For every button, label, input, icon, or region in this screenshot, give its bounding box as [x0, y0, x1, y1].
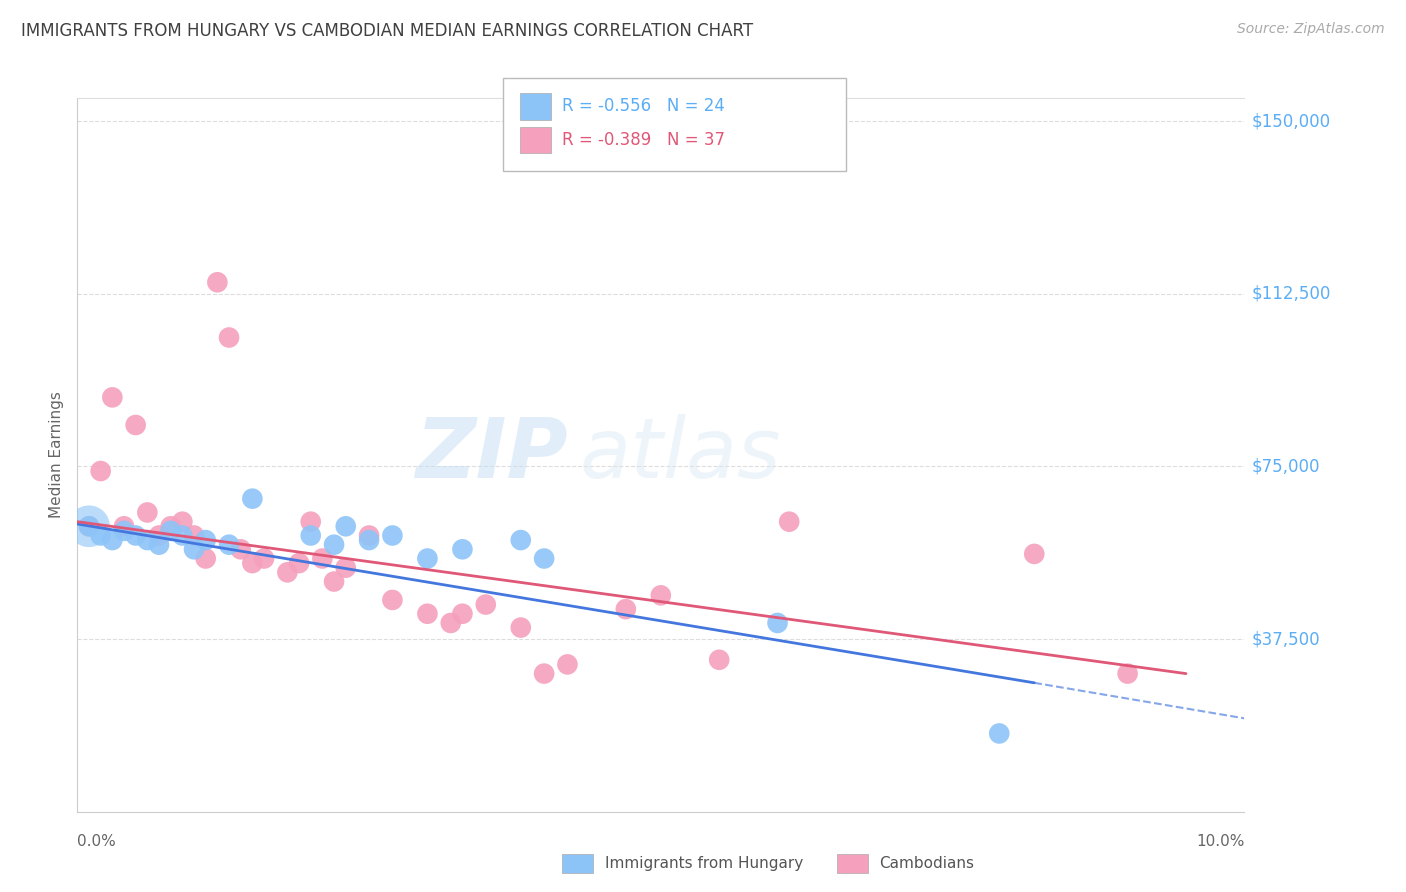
Point: [240, 556, 263, 570]
Point: [357, 528, 380, 542]
Point: [183, 542, 205, 557]
Text: R = -0.389   N = 37: R = -0.389 N = 37: [562, 131, 725, 149]
Point: [323, 538, 346, 552]
Point: [77, 519, 100, 533]
Point: [77, 519, 100, 533]
Text: atlas: atlas: [579, 415, 780, 495]
Y-axis label: Median Earnings: Median Earnings: [49, 392, 65, 518]
Text: R = -0.556   N = 24: R = -0.556 N = 24: [562, 97, 725, 115]
Point: [207, 275, 229, 289]
Point: [124, 528, 148, 542]
Point: [229, 542, 252, 557]
Point: [709, 653, 731, 667]
Point: [451, 542, 474, 557]
Point: [148, 528, 170, 542]
Point: [778, 515, 800, 529]
Point: [253, 551, 276, 566]
Point: [112, 519, 135, 533]
Point: [650, 588, 672, 602]
Text: Cambodians: Cambodians: [879, 856, 974, 871]
Point: [1116, 666, 1139, 681]
Text: IMMIGRANTS FROM HUNGARY VS CAMBODIAN MEDIAN EARNINGS CORRELATION CHART: IMMIGRANTS FROM HUNGARY VS CAMBODIAN MED…: [21, 22, 754, 40]
Text: $75,000: $75,000: [1251, 458, 1320, 475]
Point: [240, 491, 263, 506]
Point: [136, 533, 159, 547]
Point: [451, 607, 474, 621]
Point: [288, 556, 311, 570]
Point: [101, 533, 124, 547]
Point: [614, 602, 637, 616]
Point: [159, 519, 181, 533]
Point: [335, 560, 357, 574]
Point: [159, 524, 181, 538]
Point: [183, 528, 205, 542]
Point: [416, 607, 439, 621]
Point: [90, 464, 112, 478]
Point: [323, 574, 346, 589]
Point: [194, 551, 217, 566]
Point: [557, 657, 579, 672]
Point: [381, 528, 404, 542]
Point: [218, 538, 240, 552]
Point: [509, 533, 531, 547]
Point: [299, 515, 322, 529]
Point: [218, 330, 240, 344]
Text: Immigrants from Hungary: Immigrants from Hungary: [605, 856, 803, 871]
Point: [276, 566, 298, 580]
Point: [1024, 547, 1046, 561]
Point: [475, 598, 498, 612]
Text: $112,500: $112,500: [1251, 285, 1330, 302]
Point: [988, 726, 1011, 740]
Point: [90, 528, 112, 542]
Point: [148, 538, 170, 552]
Point: [136, 506, 159, 520]
Point: [766, 615, 789, 630]
Point: [124, 417, 148, 432]
Point: [311, 551, 333, 566]
Point: [533, 666, 555, 681]
Point: [335, 519, 357, 533]
Text: ZIP: ZIP: [415, 415, 568, 495]
Point: [101, 390, 124, 404]
Point: [77, 519, 100, 533]
Text: $150,000: $150,000: [1251, 112, 1330, 130]
Point: [533, 551, 555, 566]
Point: [299, 528, 322, 542]
Point: [172, 528, 194, 542]
Point: [416, 551, 439, 566]
Point: [440, 615, 463, 630]
Text: 0.0%: 0.0%: [77, 834, 117, 849]
Text: Source: ZipAtlas.com: Source: ZipAtlas.com: [1237, 22, 1385, 37]
Text: 10.0%: 10.0%: [1197, 834, 1244, 849]
Text: $37,500: $37,500: [1251, 630, 1320, 648]
Point: [172, 515, 194, 529]
Point: [509, 621, 531, 635]
Point: [112, 524, 135, 538]
Point: [357, 533, 380, 547]
Point: [194, 533, 217, 547]
Point: [381, 593, 404, 607]
